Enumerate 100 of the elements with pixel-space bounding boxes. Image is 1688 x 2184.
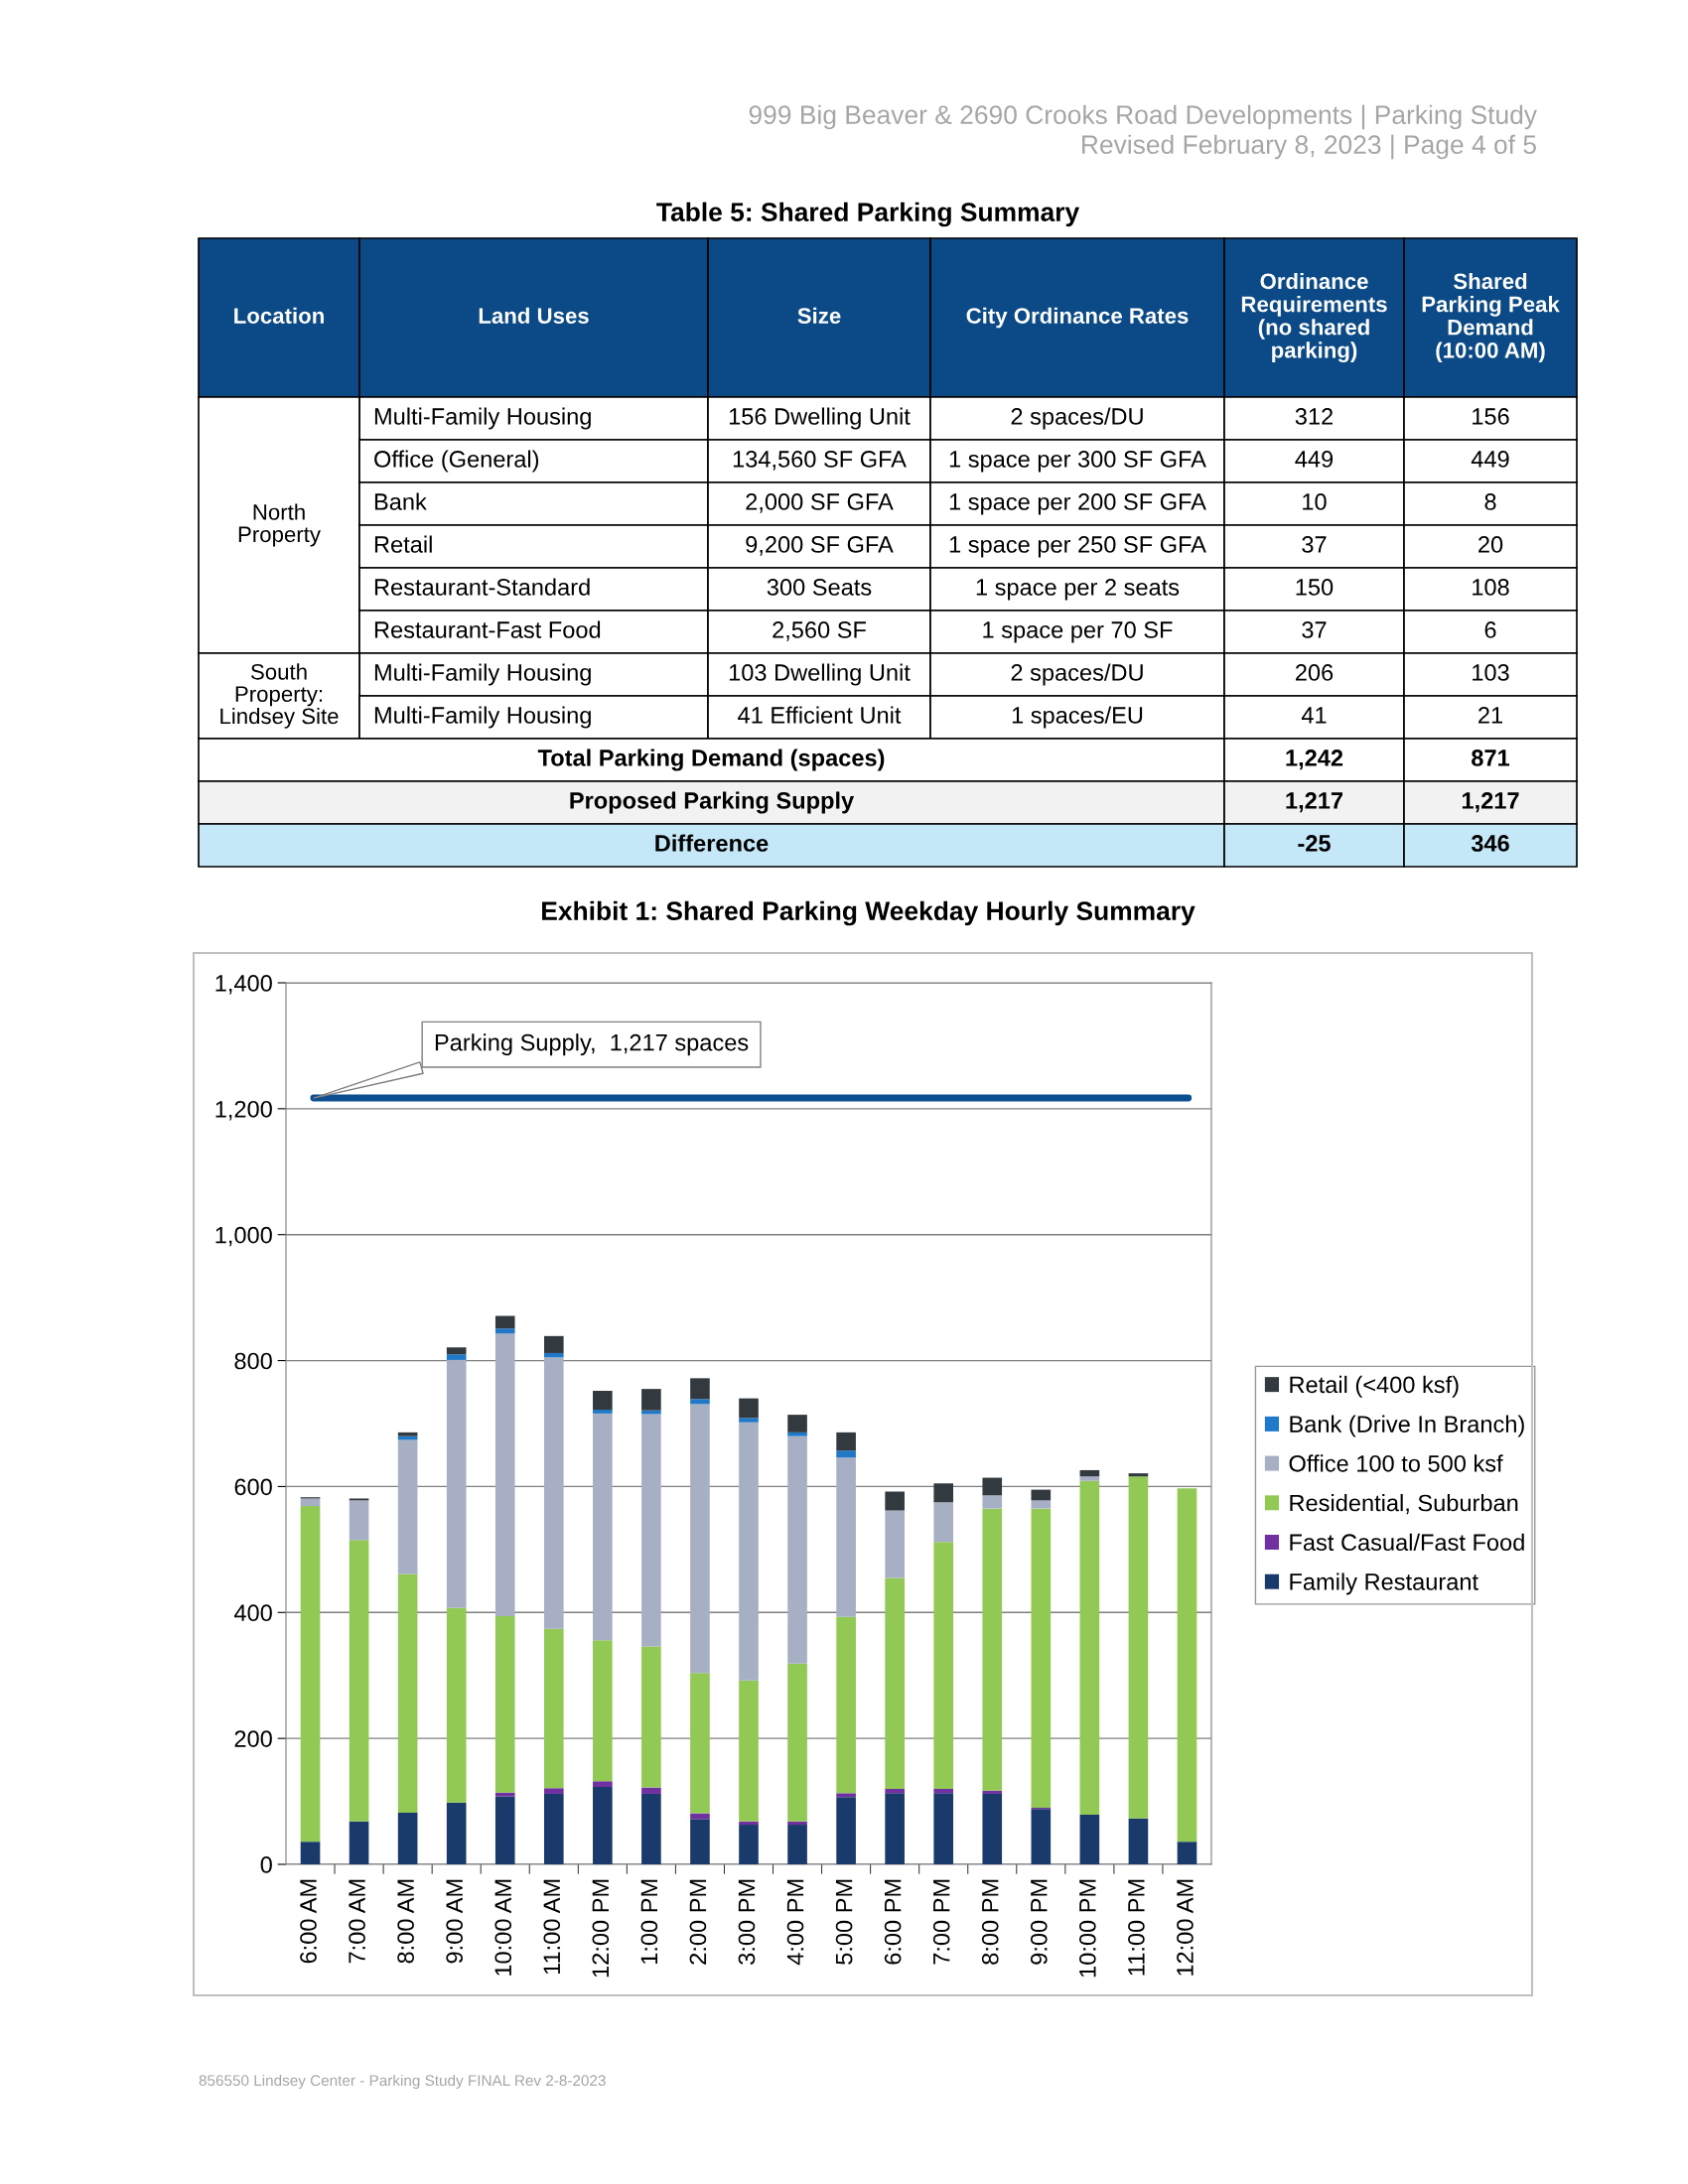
bar (982, 1477, 1003, 1496)
bar (543, 1628, 564, 1789)
text: -25 (1298, 835, 1331, 852)
x-tick-label: 9:00 PM (1030, 1879, 1048, 1965)
bar (1177, 1842, 1197, 1864)
legend-label: Retail (<400 ksf) (1290, 1375, 1459, 1398)
bar (446, 1354, 467, 1360)
bar (494, 1616, 515, 1793)
text: 1,217 (1462, 792, 1519, 813)
text: Restaurant-Standard (374, 578, 590, 596)
bar (397, 1812, 418, 1864)
legend-label: Bank (Drive In Branch) (1290, 1415, 1524, 1437)
category-label: City Ordinance Rates (966, 307, 1189, 329)
y-tick-label: 1,200 (215, 1100, 272, 1121)
bar (787, 1415, 807, 1433)
bar (494, 1333, 515, 1617)
bar (494, 1315, 515, 1329)
bar (593, 1781, 613, 1787)
bar (494, 1328, 515, 1334)
bar (1128, 1818, 1149, 1864)
bar (739, 1422, 759, 1681)
text: Restaurant-Fast Food (374, 620, 601, 638)
text: 856550 Lindsey Center - Parking Study FINAL Rev 2-8-2023 (199, 2074, 606, 2090)
bar (739, 1418, 759, 1423)
bar (593, 1413, 613, 1641)
y-tick-label: 600 (234, 1478, 272, 1496)
bar (933, 1483, 954, 1503)
bar (836, 1432, 856, 1451)
ref-line-label: Parking Supply, 1,217 spaces (435, 1033, 749, 1056)
bar (836, 1450, 856, 1458)
text: 41 (1301, 707, 1327, 724)
text: Office (General) (374, 450, 539, 473)
bar (349, 1500, 369, 1541)
x-tick-label: 7:00 AM (349, 1879, 365, 1964)
text: 6 (1484, 621, 1496, 638)
text: Proposed Parking Supply (570, 791, 855, 814)
bar (885, 1788, 905, 1794)
x-tick-label: 11:00 PM (1128, 1879, 1145, 1976)
x-tick-label: 6:00 PM (884, 1879, 902, 1965)
bar (446, 1347, 467, 1355)
bar (397, 1439, 418, 1574)
bar (739, 1821, 759, 1826)
y-tick-label: 1,000 (215, 1226, 272, 1247)
text: 871 (1472, 750, 1510, 766)
bar (933, 1793, 954, 1864)
bar (982, 1790, 1003, 1794)
text: Retail (374, 535, 432, 553)
bar (787, 1663, 807, 1822)
bar (1128, 1476, 1149, 1819)
bar (836, 1616, 856, 1794)
text: 108 (1473, 579, 1509, 596)
category-label: Land Uses (479, 307, 589, 324)
bar (641, 1646, 661, 1788)
text: 9,200 SF GFA (746, 536, 894, 556)
bar (933, 1502, 954, 1543)
x-tick-label: 8:00 AM (397, 1879, 414, 1964)
text: Multi-Family Housing (374, 706, 591, 729)
x-tick-label: 12:00 PM (592, 1879, 610, 1978)
text: 10 (1303, 493, 1327, 510)
text: 21 (1478, 707, 1502, 724)
bar (300, 1506, 321, 1843)
bar (349, 1821, 369, 1864)
bar (543, 1335, 564, 1353)
text: 150 (1296, 579, 1334, 596)
bar (446, 1802, 467, 1864)
bar (543, 1788, 564, 1794)
text: 103 Dwelling Unit (729, 663, 911, 686)
text: 134,560 SF GFA (733, 451, 907, 471)
x-tick-label: 5:00 PM (835, 1879, 853, 1965)
x-tick-label: 8:00 PM (981, 1879, 999, 1965)
bar (543, 1352, 564, 1358)
text: Difference (655, 834, 769, 852)
y-tick-label: 0 (260, 1856, 272, 1873)
x-tick-label: 10:00 AM (494, 1879, 512, 1976)
text: 156 (1473, 408, 1509, 425)
bar (690, 1819, 710, 1864)
bar (349, 1540, 369, 1822)
bar (1031, 1809, 1052, 1864)
text: Total Parking Demand (spaces) (537, 749, 885, 771)
x-tick-label: 9:00 AM (446, 1879, 464, 1964)
bar (982, 1793, 1003, 1864)
bar (593, 1410, 613, 1414)
bar (593, 1786, 613, 1864)
text: Bank (374, 492, 427, 510)
category-label: Shared Parking Peak Demand (10:00 AM) (1422, 272, 1560, 363)
bar (933, 1542, 954, 1789)
bar (690, 1404, 710, 1674)
x-tick-label: 2:00 PM (689, 1879, 707, 1965)
text: 20 (1478, 536, 1503, 553)
legend-label: Residential, Suburban (1290, 1494, 1518, 1515)
category-label: Size (797, 307, 841, 324)
x-tick-label: 7:00 PM (932, 1879, 950, 1965)
bar (641, 1414, 661, 1647)
text: Revised February 8, 2023 | Page 4 of 5 (1082, 134, 1536, 160)
text: 449 (1471, 451, 1509, 468)
bar (300, 1842, 321, 1864)
text: 37 (1302, 536, 1327, 553)
bar (446, 1359, 467, 1608)
bar (593, 1391, 613, 1411)
bar (1079, 1476, 1100, 1481)
